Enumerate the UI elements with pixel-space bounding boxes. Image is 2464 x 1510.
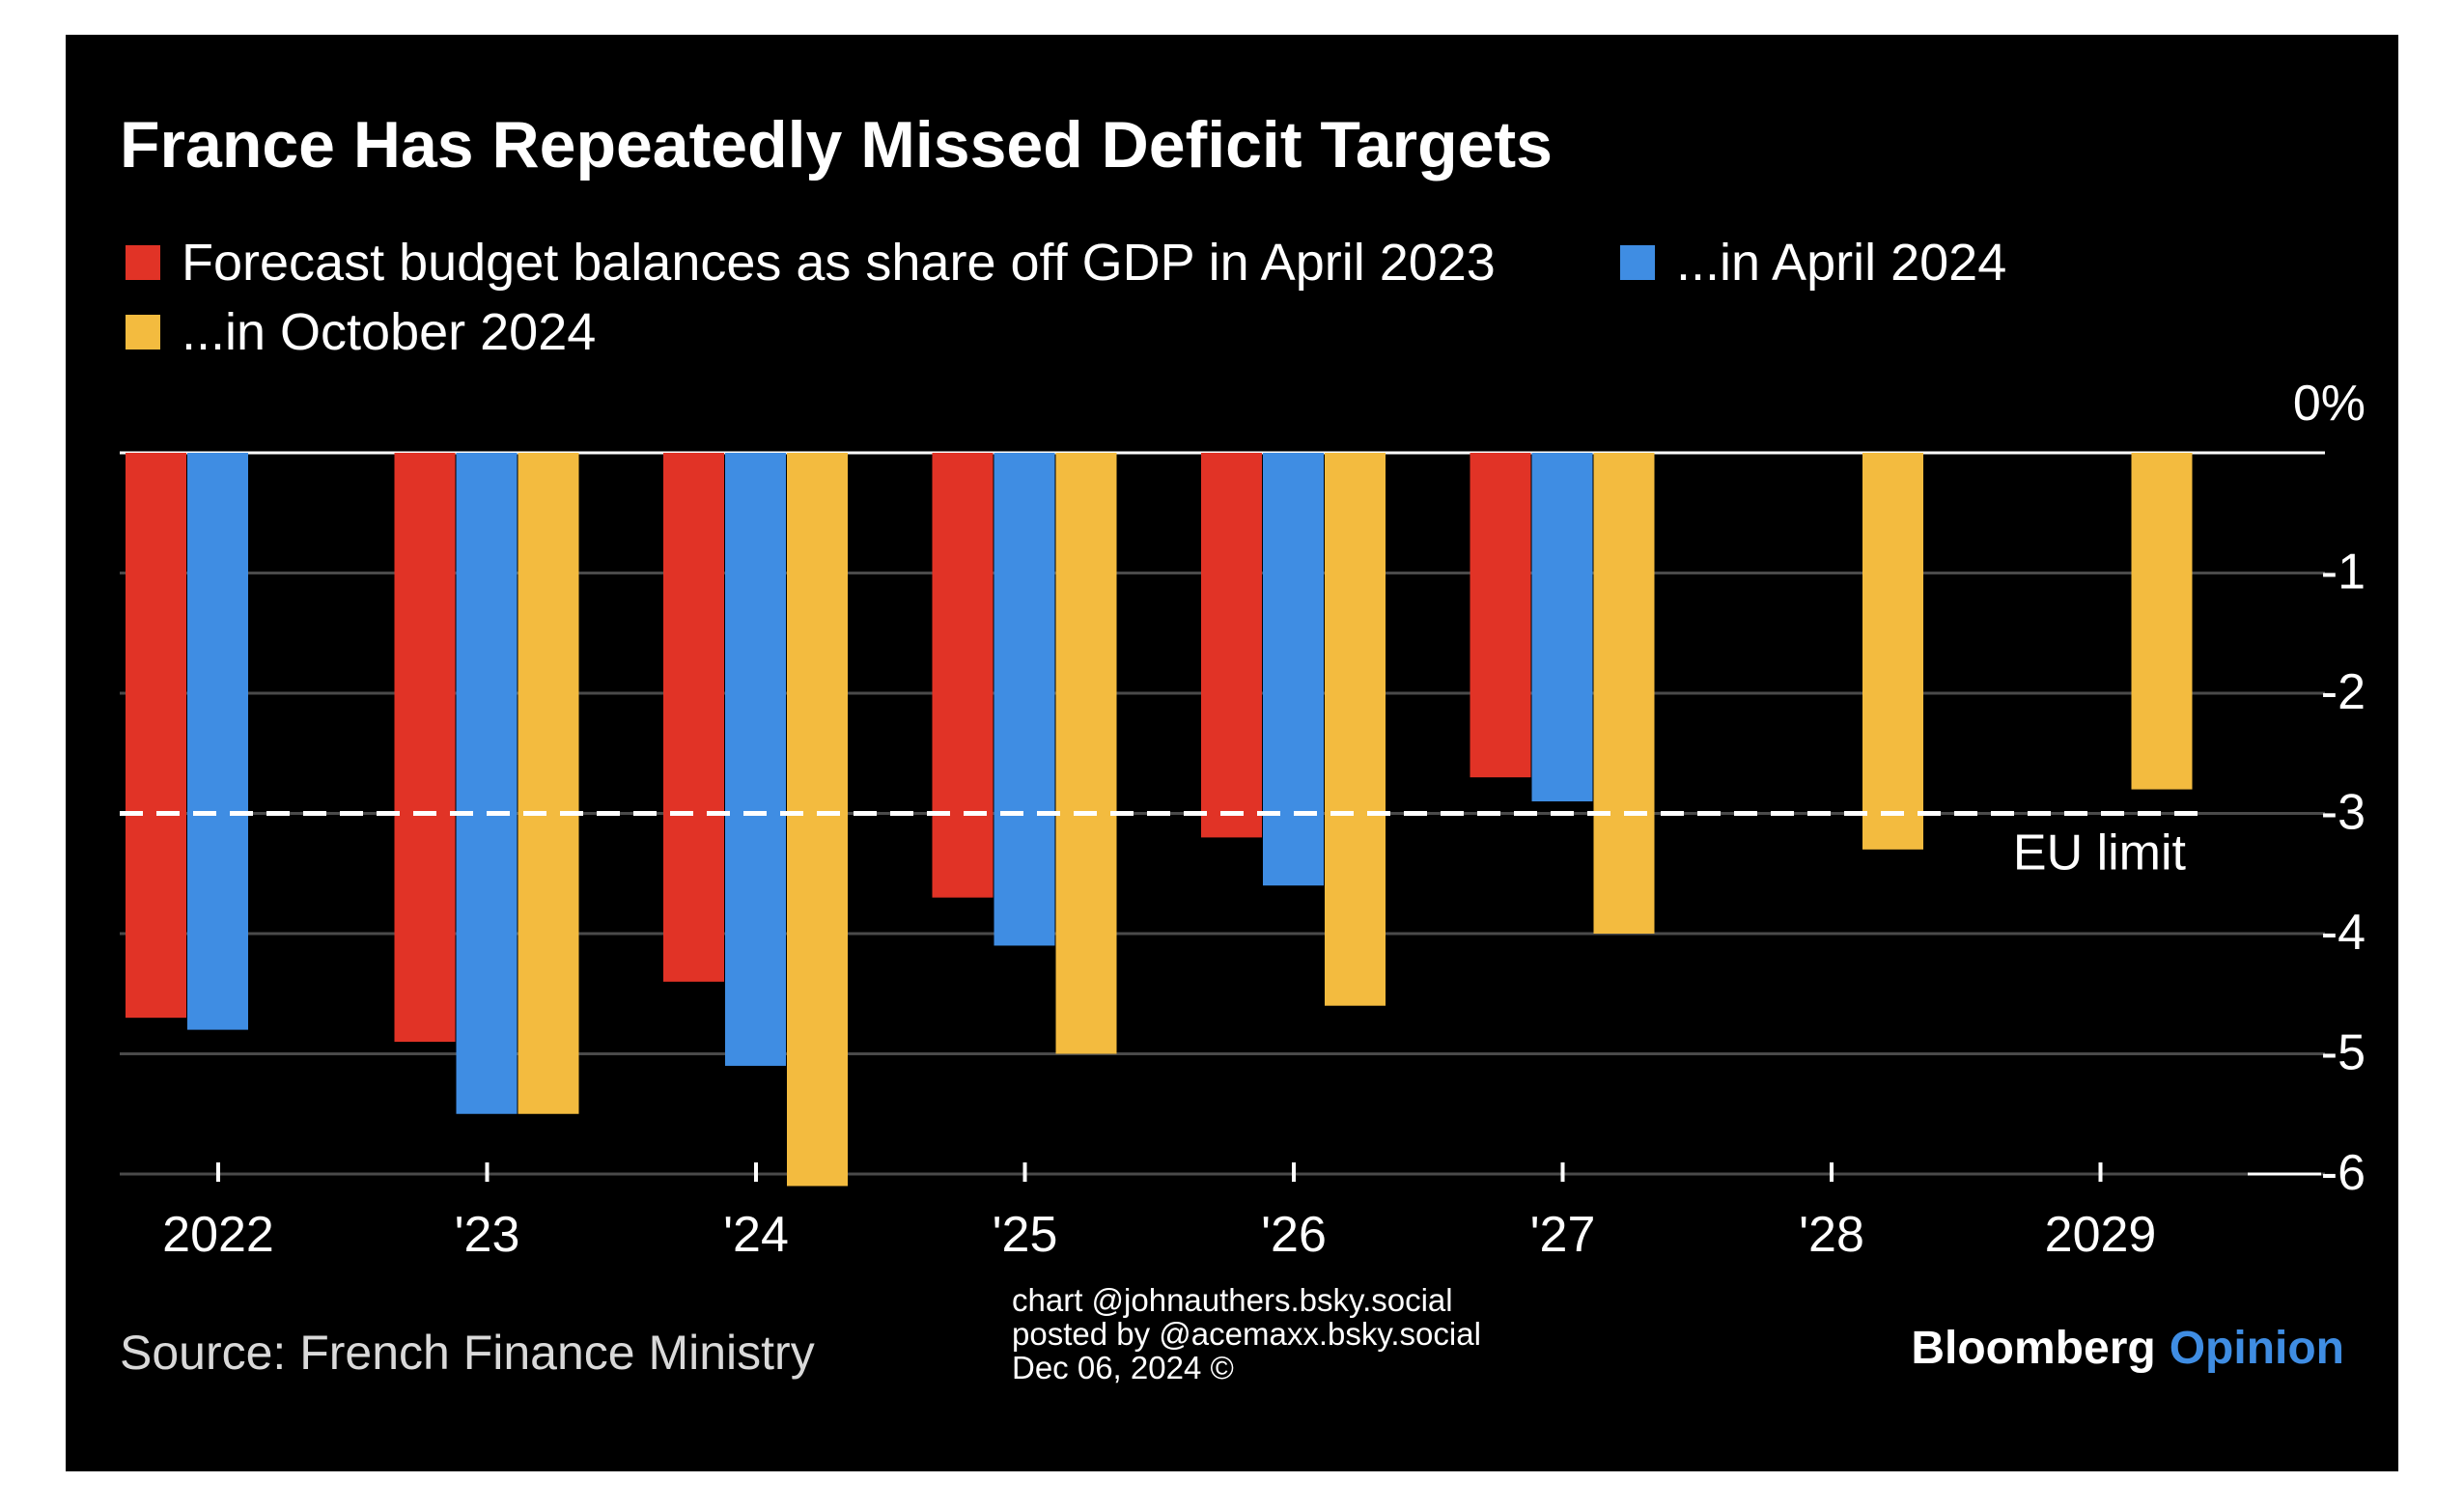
bar — [187, 453, 248, 1030]
bar — [663, 453, 724, 982]
x-tick-label: '23 — [455, 1207, 520, 1263]
bars — [126, 453, 2193, 1187]
chart: France Has Repeatedly Missed Deficit Tar… — [120, 108, 2366, 1385]
y-tick-label: -4 — [2321, 905, 2366, 961]
bar — [1263, 453, 1324, 886]
bloomberg-opinion-logo: Bloomberg Opinion — [1911, 1323, 2344, 1374]
credit-line-posted: posted by @acemaxx.bsky.social — [1012, 1316, 1481, 1352]
bar — [1470, 453, 1531, 778]
bar — [994, 453, 1055, 946]
x-tick-label: 2029 — [2045, 1207, 2157, 1263]
bar — [456, 453, 518, 1114]
bar — [787, 453, 848, 1187]
y-tick-label: -1 — [2321, 545, 2366, 601]
y-tick-label: -5 — [2321, 1025, 2366, 1081]
chart-title: France Has Repeatedly Missed Deficit Tar… — [120, 108, 1553, 182]
brand-opinion: Opinion — [2170, 1323, 2344, 1374]
bar — [126, 453, 186, 1019]
credit-block: chart @johnauthers.bsky.social posted by… — [1012, 1282, 1481, 1385]
brand-bloomberg: Bloomberg — [1911, 1323, 2155, 1374]
y-tick-label: 0% — [2293, 376, 2366, 432]
y-tick-label: -2 — [2321, 664, 2366, 720]
eu-limit-reference: EU limit — [120, 811, 2199, 881]
chart-panel: France Has Repeatedly Missed Deficit Tar… — [66, 35, 2398, 1471]
x-tick-label: '25 — [993, 1207, 1058, 1263]
x-tick-label: '27 — [1530, 1207, 1596, 1263]
bar — [932, 453, 994, 898]
x-tick-label: '24 — [723, 1207, 789, 1263]
legend-label-april-2023: Forecast budget balances as share off GD… — [182, 234, 1496, 292]
bar — [1201, 453, 1262, 838]
legend-swatch-october-2024 — [126, 315, 160, 350]
bar — [394, 453, 456, 1043]
bar — [518, 453, 579, 1114]
y-tick-label: -6 — [2321, 1145, 2366, 1201]
bar — [1325, 453, 1386, 1006]
bar — [2131, 453, 2193, 790]
x-tick-label: '26 — [1261, 1207, 1327, 1263]
legend-label-april-2024: ...in April 2024 — [1676, 234, 2006, 292]
credit-line-chart: chart @johnauthers.bsky.social — [1012, 1282, 1453, 1318]
bar — [725, 453, 786, 1066]
x-tick-label: '28 — [1799, 1207, 1864, 1263]
source-note: Source: French Finance Ministry — [120, 1326, 815, 1380]
y-axis: 0% -1 -2 -3 -4 -5 -6 — [2248, 376, 2366, 1201]
eu-limit-label: EU limit — [2013, 825, 2187, 881]
legend-swatch-april-2024 — [1620, 245, 1655, 280]
bar — [1531, 453, 1593, 802]
bar — [1593, 453, 1655, 934]
legend-label-october-2024: ...in October 2024 — [182, 303, 596, 361]
credit-line-date: Dec 06, 2024 © — [1012, 1350, 1234, 1385]
x-axis: 2022 '23 '24 '25 '26 '27 '28 2029 — [162, 1162, 2156, 1263]
x-tick-label: 2022 — [162, 1207, 274, 1263]
legend: Forecast budget balances as share off GD… — [126, 234, 2006, 361]
legend-swatch-april-2023 — [126, 245, 160, 280]
bar — [1055, 453, 1117, 1054]
y-tick-label: -3 — [2321, 785, 2366, 841]
bar — [1862, 453, 1923, 850]
